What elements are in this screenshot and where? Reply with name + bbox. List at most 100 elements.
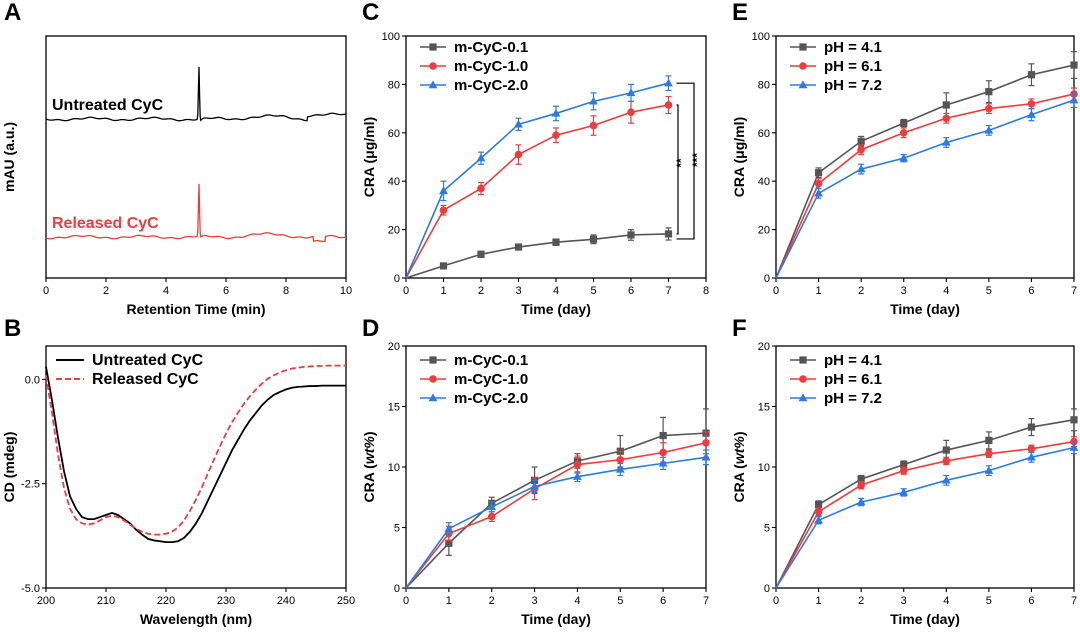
x-tick-label: 5 [986,285,992,297]
marker-triangle [626,88,636,97]
marker-triangle [658,458,668,467]
series-line [405,233,669,279]
marker-triangle [428,393,438,402]
marker-circle [702,439,710,447]
y-tick-label: 0.0 [25,374,40,386]
marker-triangle [984,125,994,134]
sig-label: ** [674,158,688,168]
x-tick-label: 1 [446,595,452,607]
series-m-cyc-2-0 [405,75,673,279]
x-tick-label: 210 [97,595,115,607]
x-tick-label: 3 [901,595,907,607]
series-line [775,64,1075,279]
marker-square [439,262,448,270]
marker-square [942,101,950,109]
series-ph-7-2 [775,92,1079,279]
y-axis-label-part: CRA ( [731,464,747,503]
x-tick-label: 10 [340,285,352,297]
x-tick-label: 3 [532,595,538,607]
series-line [775,419,1075,589]
plot-frame [775,35,1075,279]
marker-circle [439,206,448,215]
marker-triangle [798,393,808,402]
marker-square [589,235,598,243]
panel-label-d: D [362,315,379,342]
x-tick-label: 4 [553,285,559,297]
marker-circle [942,457,951,465]
y-tick-label: 0 [394,273,400,285]
legend-label: pH = 4.1 [824,352,882,369]
spectrum-line [45,364,346,536]
y-axis-label: CD (mdeg) [1,432,17,503]
y-tick-label: 100 [382,31,400,43]
marker-triangle [428,80,438,89]
y-axis-label-part: wt% [361,436,377,465]
x-tick-label: 0 [43,285,49,297]
spectrum-line [45,366,346,543]
series-m-cyc-2-0 [405,449,711,589]
marker-triangle [984,466,994,474]
legend-label: m-CyC-1.0 [454,371,528,388]
series-ph-6-1 [775,436,1078,589]
marker-circle [799,62,807,70]
marker-triangle [444,524,454,532]
marker-circle [814,179,823,188]
marker-triangle [615,464,625,473]
x-tick-label: 2 [489,595,495,607]
panel-a: A 0 2 4 6 8 10 Retention Time (min) mAU (a.u.) Un… [1,0,352,317]
y-tick-label: 80 [758,79,770,91]
legend-label: pH = 7.2 [824,390,882,407]
y-axis-label: CRA (μg/ml) [361,117,377,197]
x-tick-label: 6 [223,285,229,297]
panel-label-c: C [362,0,379,26]
x-tick-label: 7 [1071,595,1077,607]
y-tick-label: 80 [388,79,400,91]
marker-square [664,230,673,238]
x-tick-label: 7 [703,595,709,607]
y-tick-label: 60 [758,128,770,140]
x-tick-label: 250 [337,595,355,607]
marker-square [1070,416,1078,424]
marker-triangle [814,515,823,524]
marker-circle [942,114,951,123]
panel-e: E 0 1 2 3 4 5 6 7 0 20 40 60 80 100 Time (day) CRA (μg/m… [731,0,1079,317]
x-tick-label: 3 [901,285,907,297]
x-tick-label: 4 [163,285,169,297]
y-tick-label: 0 [764,583,770,595]
x-axis-label: Time (day) [890,611,960,627]
sig-label: *** [690,153,704,167]
x-tick-label: 3 [515,285,521,297]
marker-square [552,238,560,246]
x-axis-label: Retention Time (min) [127,301,266,317]
x-tick-label: 2 [858,595,864,607]
series-m-cyc-0-1 [405,408,710,589]
marker-triangle [476,153,486,162]
x-tick-label: 6 [1028,595,1034,607]
marker-triangle [1069,95,1079,104]
series-line [405,442,707,589]
marker-triangle [814,188,823,197]
marker-triangle [941,475,951,484]
legend-label: m-CyC-0.1 [454,352,528,369]
x-tick-label: 2 [103,285,109,297]
marker-square [900,119,908,127]
y-tick-label: 15 [388,402,400,414]
y-tick-label: -2.5 [21,479,40,491]
series-ph-4-1 [775,51,1078,279]
series-ph-4-1 [775,408,1078,589]
y-tick-label: 5 [394,523,400,535]
legend-label: m-CyC-2.0 [454,77,528,94]
marker-triangle [1069,443,1079,451]
y-tick-label: 20 [758,225,770,237]
trace-line [45,66,347,122]
series-line [775,440,1075,589]
y-axis-label-part: wt% [731,436,747,465]
x-tick-label: 2 [858,285,864,297]
x-tick-label: 4 [943,285,949,297]
marker-circle [985,104,993,113]
y-tick-label: 0 [394,583,400,595]
panel-d: D 0 1 2 3 4 5 6 7 0 5 10 15 20 Time (day) CRA (wt%) m-Cy… [361,315,711,627]
marker-circle [429,62,437,70]
x-axis-label: Wavelength (nm) [140,611,252,627]
marker-triangle [798,80,808,89]
